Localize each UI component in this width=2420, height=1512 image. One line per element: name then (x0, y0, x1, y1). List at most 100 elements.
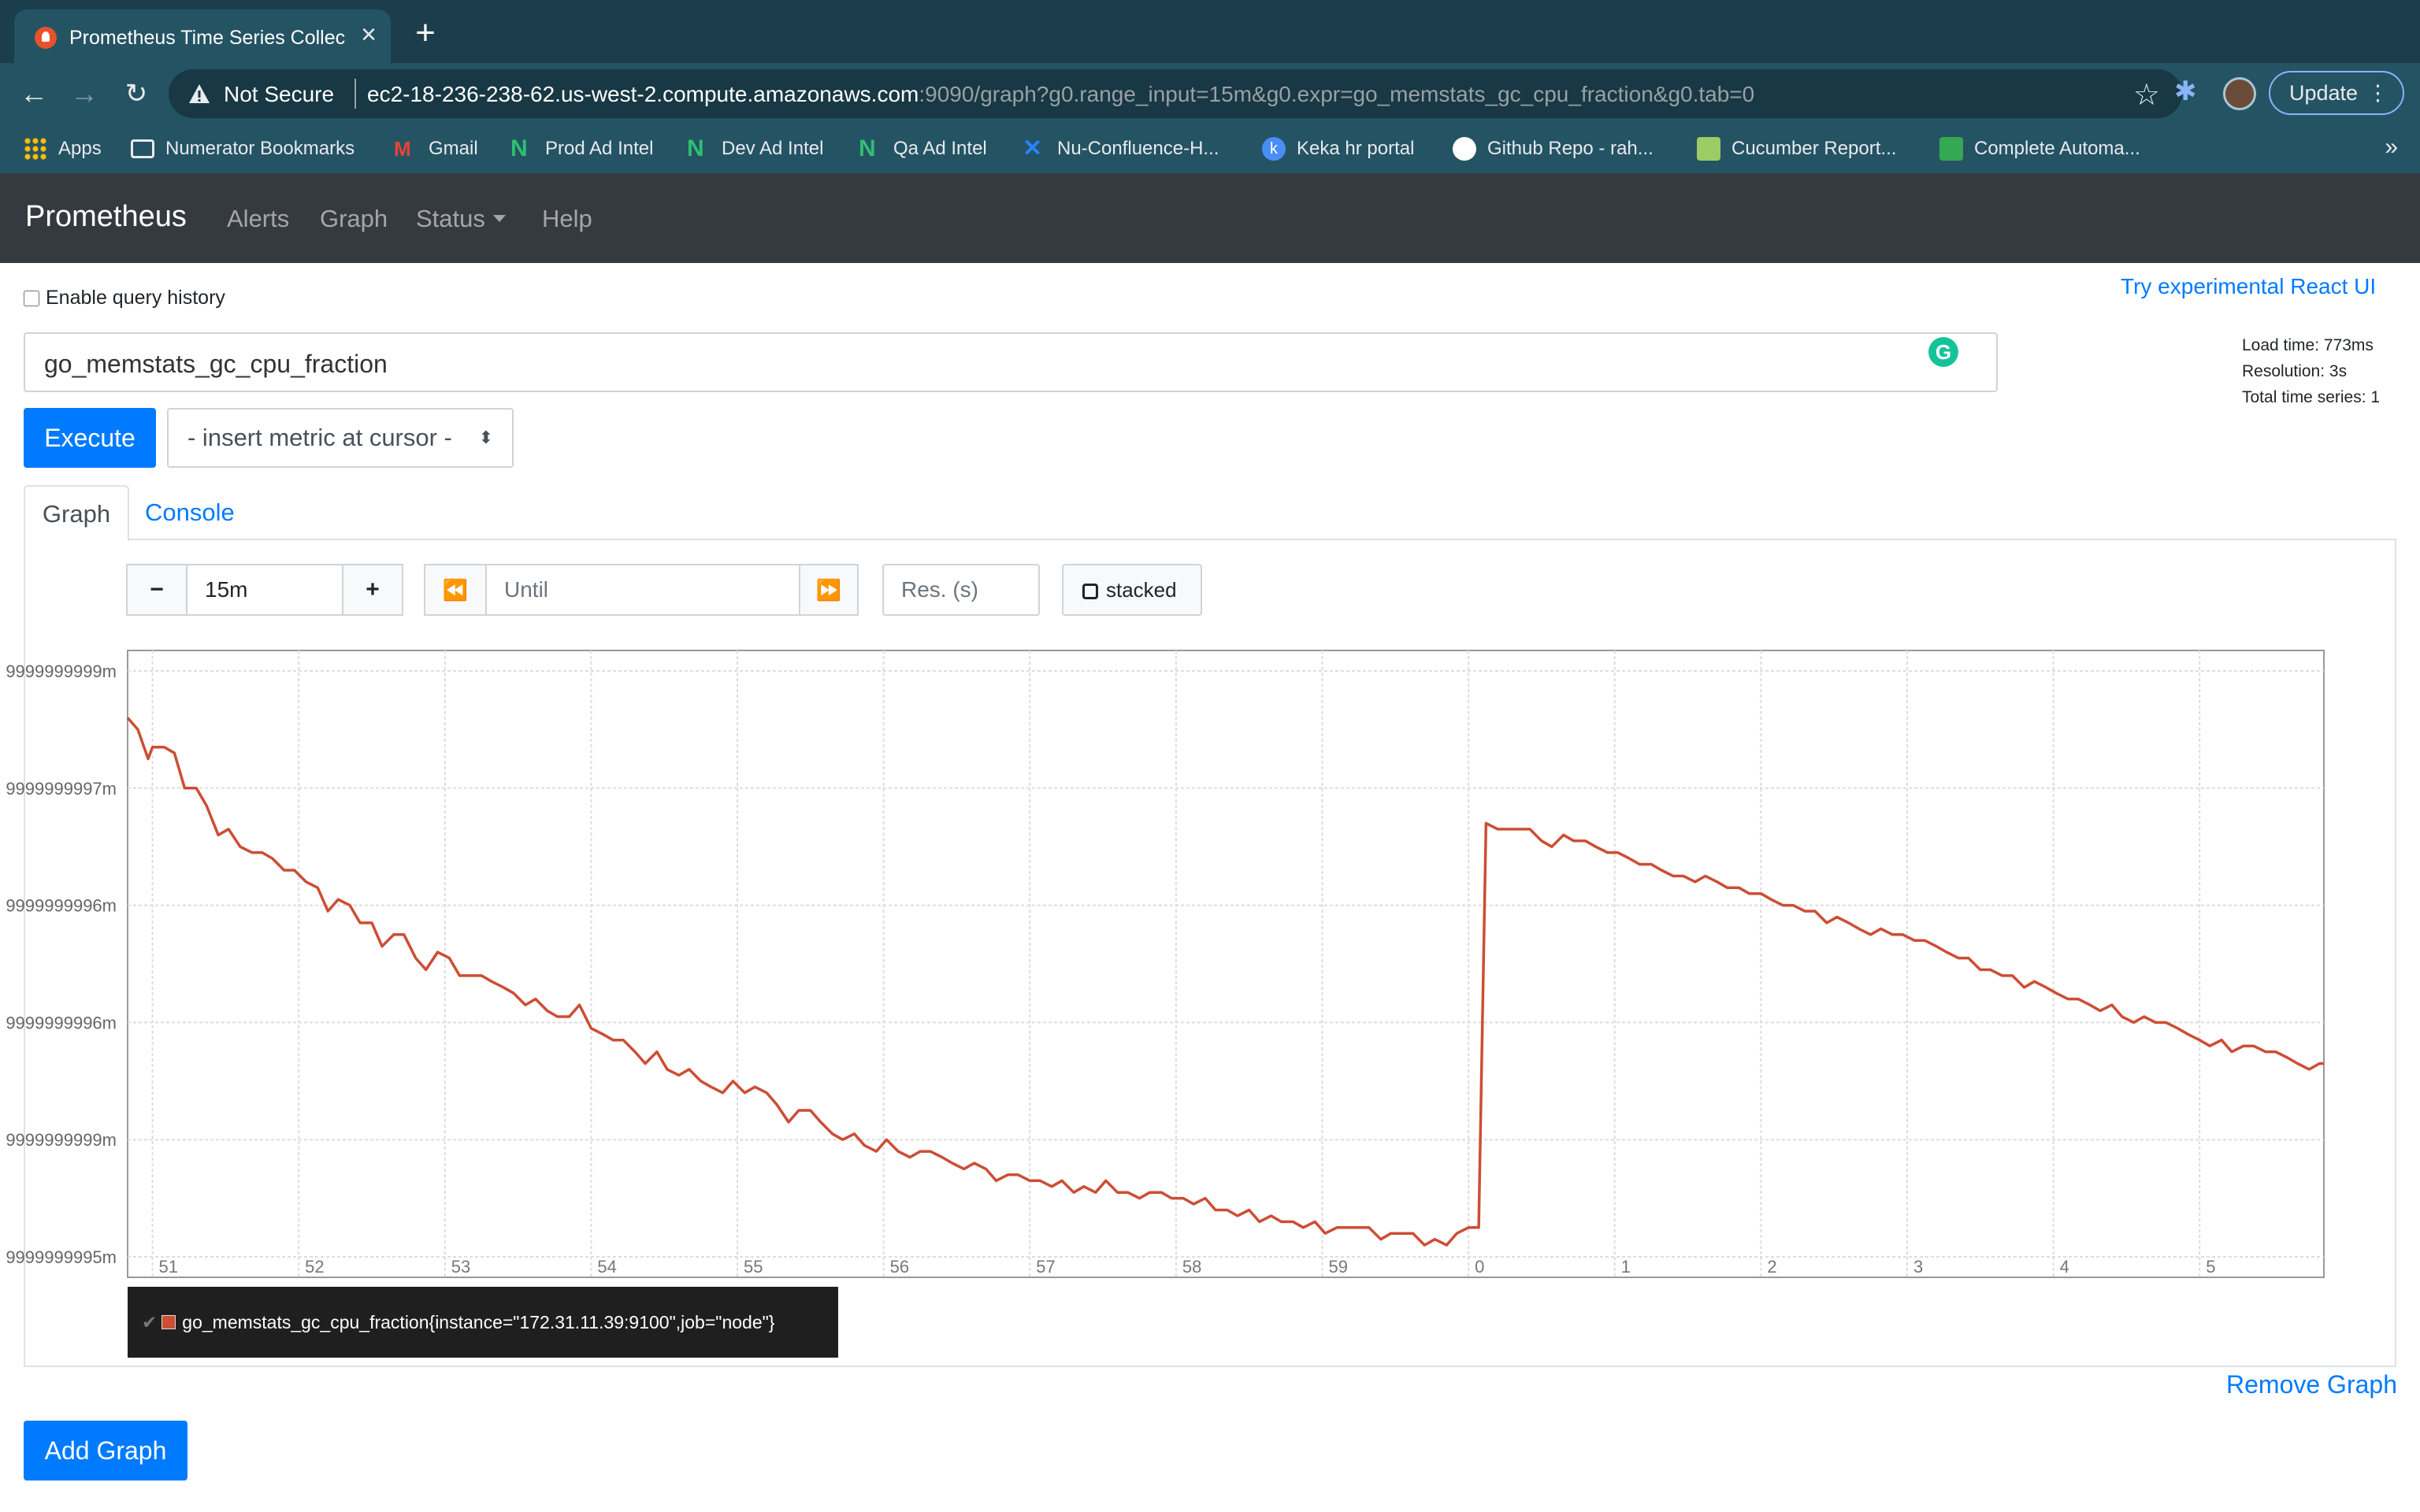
x-tick-label: 2 (1767, 1257, 1776, 1277)
bookmark-apps[interactable]: Apps (24, 135, 102, 162)
nav-graph[interactable]: Graph (320, 205, 388, 232)
chart-legend[interactable]: ✔ go_memstats_gc_cpu_fraction{instance="1… (128, 1287, 838, 1358)
resolution: Resolution: 3s (2242, 362, 2348, 380)
y-tick-label: 9999999999m (6, 662, 117, 681)
tab-graph[interactable]: Graph (24, 485, 129, 542)
sheets-icon (1939, 137, 1963, 161)
bookmark-keka[interactable]: k Keka hr portal (1262, 135, 1414, 162)
address-separator (354, 79, 356, 109)
y-tick-label: 9999999995m (6, 1247, 117, 1267)
resolution-input[interactable]: Res. (s) (882, 564, 1040, 616)
x-tick-label: 1 (1621, 1257, 1631, 1277)
url-text: ec2-18-236-238-62.us-west-2.compute.amaz… (367, 82, 1754, 107)
range-increase-button[interactable]: + (342, 564, 403, 616)
x-tick-label: 52 (305, 1257, 324, 1277)
x-tick-label: 58 (1182, 1257, 1201, 1277)
range-decrease-button[interactable]: − (126, 564, 187, 616)
x-tick-label: 3 (1913, 1257, 1923, 1277)
dropdown-caret-icon (492, 215, 506, 222)
y-tick-label: 9999999996m (6, 1013, 117, 1032)
nav-status[interactable]: Status (416, 205, 506, 233)
update-label: Update (2289, 81, 2359, 105)
bookmark-star-icon[interactable]: ☆ (2132, 79, 2160, 112)
series-line (126, 717, 2324, 1247)
bookmark-gmail[interactable]: M Gmail (394, 137, 478, 161)
browser-tab[interactable]: Prometheus Time Series Collec × (14, 9, 391, 63)
x-tick-label: 56 (890, 1257, 909, 1277)
time-forward-button[interactable]: ⏩ (799, 564, 859, 616)
github-icon (1453, 137, 1476, 161)
plot-area (127, 650, 2325, 1278)
expression-input[interactable]: go_memstats_gc_cpu_fraction (24, 332, 1998, 392)
profile-avatar[interactable] (2223, 77, 2256, 110)
bookmark-prod-ad-intel[interactable]: N Prod Ad Intel (510, 135, 654, 161)
report-icon (1697, 137, 1720, 161)
bookmark-github[interactable]: Github Repo - rah... (1453, 135, 1654, 162)
forward-arrow-icon[interactable]: → (70, 77, 98, 109)
execute-button[interactable]: Execute (24, 408, 156, 468)
tab-title: Prometheus Time Series Collec (69, 27, 346, 49)
tab-console[interactable]: Console (145, 498, 235, 526)
url-host: ec2-18-236-238-62.us-west-2.compute.amaz… (367, 82, 919, 106)
menu-dots-icon: ⋮ (2367, 81, 2388, 105)
x-tick-label: 57 (1036, 1257, 1055, 1277)
gmail-icon: M (394, 137, 411, 161)
x-tick-label: 55 (744, 1257, 763, 1277)
total-time-series: Total time series: 1 (2242, 388, 2381, 406)
back-arrow-icon[interactable]: ← (20, 77, 48, 109)
brand-link[interactable]: Prometheus (25, 200, 187, 233)
insert-metric-select[interactable]: - insert metric at cursor - ⬍ (167, 408, 514, 468)
security-label: Not Secure (224, 82, 335, 106)
bookmark-qa-ad-intel[interactable]: N Qa Ad Intel (859, 135, 987, 161)
nav-alerts[interactable]: Alerts (227, 205, 290, 232)
x-tick-label: 51 (159, 1257, 178, 1277)
bookmark-dev-ad-intel[interactable]: N Dev Ad Intel (687, 135, 824, 161)
url-path: :9090/graph?g0.range_input=15m&g0.expr=g… (919, 82, 1755, 106)
new-tab-icon[interactable]: + (415, 13, 436, 52)
bookmark-numerator[interactable]: Numerator Bookmarks (131, 135, 354, 162)
x-tick-label: 5 (2206, 1257, 2215, 1277)
more-bookmarks-icon[interactable]: » (2385, 134, 2398, 160)
query-stats: Load time: 773ms Resolution: 3s Total ti… (2242, 332, 2380, 410)
legend-series-label: go_memstats_gc_cpu_fraction{instance="17… (182, 1312, 775, 1332)
y-tick-label: 9999999996m (6, 896, 117, 916)
y-tick-label: 9999999999m (6, 1130, 117, 1150)
legend-swatch (161, 1315, 176, 1329)
bookmark-cucumber[interactable]: Cucumber Report... (1697, 135, 1896, 162)
range-input[interactable]: 15m (186, 564, 343, 616)
time-back-button[interactable]: ⏪ (424, 564, 487, 616)
nav-help[interactable]: Help (542, 205, 592, 232)
select-arrows-icon: ⬍ (478, 428, 493, 447)
address-bar[interactable]: Not Secure ec2-18-236-238-62.us-west-2.c… (169, 69, 2182, 118)
x-tick-label: 53 (451, 1257, 470, 1277)
update-button[interactable]: Update ⋮ (2269, 71, 2404, 115)
stacked-toggle-button[interactable]: stacked (1062, 564, 1202, 616)
bookmark-complete-automation[interactable]: Complete Automa... (1939, 135, 2140, 162)
keka-icon: k (1262, 137, 1286, 161)
n-logo-icon: N (859, 135, 876, 161)
extensions-puzzle-icon[interactable]: ✱ (2174, 76, 2197, 106)
bookmark-confluence[interactable]: ✕ Nu-Confluence-H... (1023, 135, 1219, 161)
n-logo-icon: N (510, 135, 528, 161)
time-series-chart[interactable]: 51 52 53 54 55 56 57 58 59 0 1 2 3 4 5 9999999999m 99999… (0, 630, 2420, 1299)
bookmarks-bar: Apps Numerator Bookmarks M Gmail N Prod Ad… (0, 124, 2420, 173)
reload-icon[interactable]: ↻ (124, 79, 148, 109)
add-graph-button[interactable]: Add Graph (24, 1421, 187, 1480)
x-tick-label: 4 (2060, 1257, 2069, 1277)
browser-tab-bar: Prometheus Time Series Collec × + (0, 0, 2420, 63)
warning-icon (189, 84, 210, 103)
prometheus-navbar: Prometheus Alerts Graph Status Help (0, 173, 2420, 263)
y-tick-label: 9999999997m (6, 779, 117, 799)
x-tick-label: 0 (1475, 1257, 1484, 1277)
load-time: Load time: 773ms (2242, 336, 2374, 354)
react-ui-link[interactable]: Try experimental React UI (2121, 274, 2377, 298)
remove-graph-link[interactable]: Remove Graph (2226, 1370, 2397, 1399)
query-history-toggle[interactable]: Enable query history (24, 287, 225, 309)
query-history-checkbox[interactable] (24, 291, 39, 306)
grammarly-icon[interactable]: G (1928, 337, 1958, 367)
apps-grid-icon (24, 137, 47, 161)
close-tab-icon[interactable]: × (361, 20, 377, 50)
n-logo-icon: N (687, 135, 704, 161)
browser-toolbar: ← → ↻ Not Secure ec2-18-236-238-62.us-we… (0, 63, 2420, 124)
until-input[interactable]: Until (485, 564, 800, 616)
